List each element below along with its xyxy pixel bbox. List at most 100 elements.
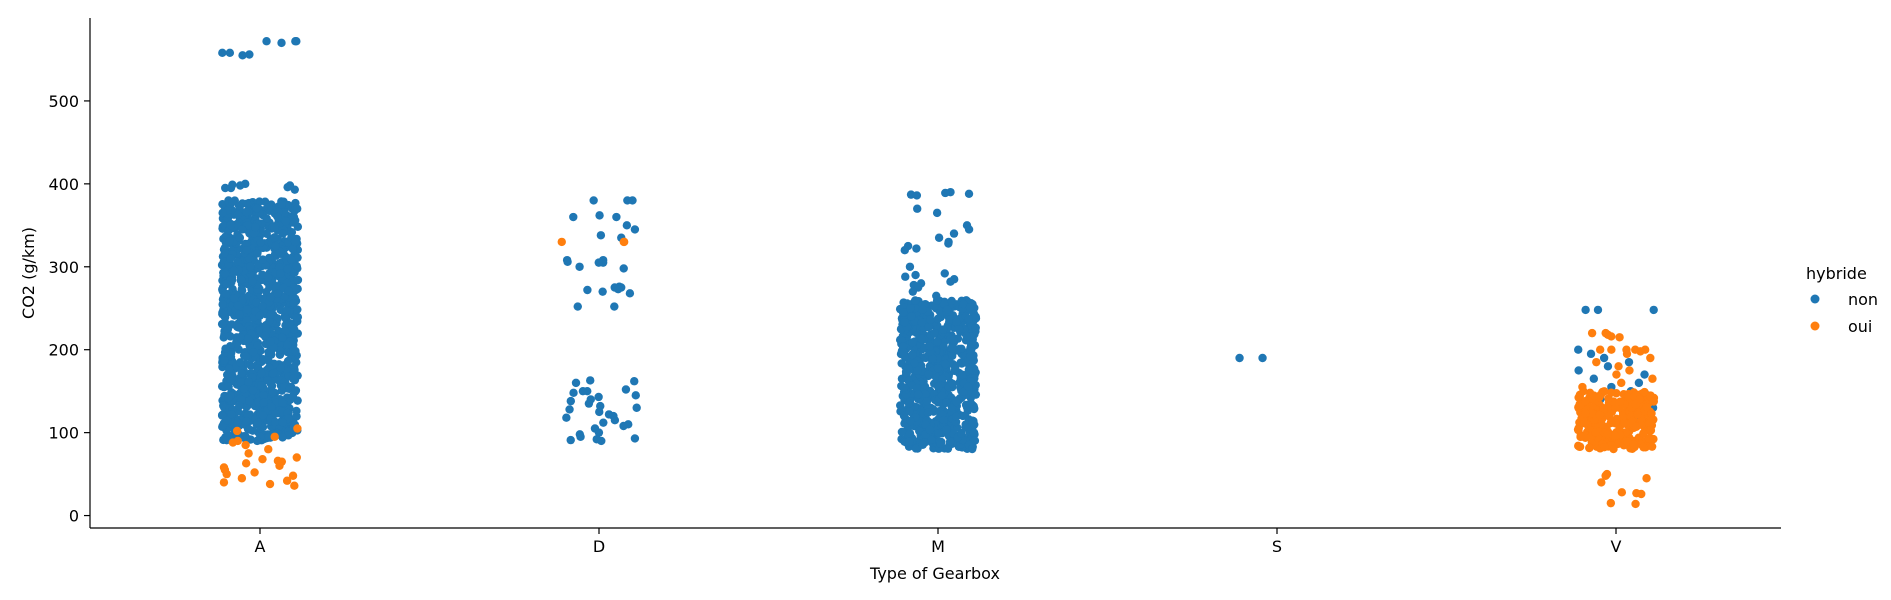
- data-point: [934, 382, 943, 391]
- data-point: [962, 332, 971, 341]
- data-point: [1620, 418, 1629, 428]
- data-point: [1647, 442, 1657, 451]
- data-point: [264, 203, 274, 212]
- data-point: [229, 294, 239, 303]
- data-point: [1574, 393, 1583, 402]
- data-point: [1587, 328, 1597, 338]
- data-point: [218, 309, 228, 318]
- data-point: [276, 269, 285, 278]
- data-point: [938, 374, 947, 384]
- data-point: [971, 390, 981, 399]
- data-point: [596, 231, 606, 240]
- y-tick-label: 500: [48, 92, 79, 111]
- data-point: [242, 245, 252, 255]
- data-point: [290, 481, 299, 490]
- data-point: [249, 229, 259, 238]
- data-point: [263, 376, 272, 385]
- data-point: [1573, 425, 1583, 434]
- data-point: [908, 350, 917, 360]
- data-point: [920, 389, 930, 399]
- data-point: [908, 338, 917, 347]
- data-point: [237, 369, 247, 378]
- data-point: [275, 461, 284, 471]
- data-point: [918, 440, 927, 449]
- data-point: [610, 302, 619, 311]
- data-point: [967, 444, 977, 454]
- data-point: [256, 238, 265, 247]
- data-point: [1631, 499, 1640, 509]
- data-point: [1639, 443, 1648, 452]
- data-point: [933, 314, 943, 324]
- data-point: [288, 391, 298, 401]
- data-point: [228, 197, 237, 207]
- y-tick-label: 400: [48, 175, 79, 194]
- data-point: [571, 378, 581, 388]
- data-point: [293, 424, 302, 433]
- data-point: [599, 418, 608, 427]
- data-point: [251, 222, 260, 232]
- data-point: [235, 358, 245, 367]
- data-point: [912, 244, 921, 253]
- data-point: [220, 356, 229, 365]
- data-point: [951, 318, 961, 327]
- data-point: [278, 398, 287, 407]
- data-point: [565, 405, 574, 414]
- data-point: [1599, 404, 1608, 413]
- data-point: [924, 323, 933, 332]
- data-point: [935, 307, 945, 316]
- data-point: [280, 208, 289, 217]
- data-point: [930, 328, 939, 338]
- data-point: [946, 277, 955, 286]
- data-point: [244, 377, 253, 386]
- data-point: [259, 391, 268, 400]
- data-point: [917, 334, 926, 344]
- data-point: [270, 223, 279, 233]
- data-point: [917, 318, 927, 327]
- data-point: [274, 263, 284, 272]
- data-point: [928, 354, 938, 363]
- data-point: [1581, 305, 1590, 315]
- data-point: [238, 51, 247, 60]
- data-point: [288, 244, 298, 253]
- data-point: [1633, 410, 1642, 419]
- data-point: [248, 385, 258, 395]
- data-point: [285, 181, 295, 190]
- data-point: [563, 257, 572, 267]
- data-point: [944, 239, 953, 248]
- data-point: [258, 255, 267, 264]
- data-point: [277, 38, 286, 48]
- data-point: [227, 410, 236, 419]
- data-point: [1647, 409, 1656, 418]
- data-point: [233, 257, 242, 267]
- data-point: [241, 440, 250, 450]
- data-point: [1589, 374, 1599, 383]
- data-point: [278, 333, 287, 342]
- data-point: [278, 433, 287, 442]
- data-point: [910, 359, 919, 368]
- data-point: [631, 391, 640, 400]
- data-point: [924, 369, 933, 379]
- data-point: [270, 233, 279, 242]
- x-tick-label: D: [593, 537, 605, 556]
- data-point: [913, 204, 922, 213]
- data-point: [1629, 440, 1638, 449]
- data-point: [252, 298, 261, 307]
- data-point: [222, 416, 232, 425]
- data-point: [1575, 442, 1584, 451]
- data-point: [918, 305, 927, 314]
- data-point: [1580, 397, 1590, 406]
- data-point: [249, 348, 258, 357]
- data-point: [228, 438, 238, 447]
- data-point: [934, 233, 944, 242]
- data-point: [242, 207, 251, 217]
- data-point: [218, 199, 227, 209]
- data-point: [1622, 349, 1632, 359]
- data-point: [1642, 474, 1651, 483]
- data-point: [293, 253, 302, 262]
- data-point: [952, 412, 961, 421]
- data-point: [258, 411, 268, 420]
- y-tick-label: 100: [48, 424, 79, 443]
- data-point: [619, 421, 628, 431]
- data-point: [896, 401, 905, 410]
